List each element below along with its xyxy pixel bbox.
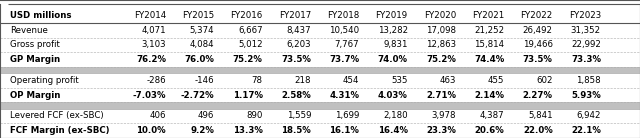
Text: FY2023: FY2023 (569, 11, 601, 20)
Text: 26,492: 26,492 (523, 26, 553, 35)
Text: 74.4%: 74.4% (474, 55, 504, 64)
Text: 2.58%: 2.58% (282, 91, 311, 100)
Text: 7,767: 7,767 (335, 40, 360, 49)
Text: 4,084: 4,084 (190, 40, 214, 49)
Text: 76.2%: 76.2% (136, 55, 166, 64)
Text: Levered FCF (ex-SBC): Levered FCF (ex-SBC) (10, 112, 104, 120)
Bar (0, 109, 640, 123)
Text: -146: -146 (195, 76, 214, 85)
Text: 2,180: 2,180 (383, 112, 408, 120)
Text: 463: 463 (440, 76, 456, 85)
Bar (0, 67, 640, 73)
Text: GP Margin: GP Margin (10, 55, 60, 64)
Text: FY2021: FY2021 (472, 11, 504, 20)
Text: Revenue: Revenue (10, 26, 48, 35)
Text: 2.27%: 2.27% (523, 91, 553, 100)
Text: 21,252: 21,252 (474, 26, 504, 35)
Text: USD millions: USD millions (10, 11, 72, 20)
Text: 8,437: 8,437 (287, 26, 311, 35)
Text: 75.2%: 75.2% (233, 55, 263, 64)
Text: 890: 890 (246, 112, 263, 120)
Text: 22.1%: 22.1% (571, 126, 601, 135)
Text: 4,387: 4,387 (480, 112, 504, 120)
Text: 18.5%: 18.5% (282, 126, 311, 135)
Text: FY2019: FY2019 (376, 11, 408, 20)
Bar (0, 103, 640, 109)
Text: -2.72%: -2.72% (180, 91, 214, 100)
Text: 1,559: 1,559 (287, 112, 311, 120)
Text: 10.0%: 10.0% (136, 126, 166, 135)
Text: 15,814: 15,814 (474, 40, 504, 49)
Text: 4,071: 4,071 (141, 26, 166, 35)
Text: 496: 496 (198, 112, 214, 120)
Text: 3,978: 3,978 (431, 112, 456, 120)
Bar (0, 73, 640, 88)
Text: FCF Margin (ex-SBC): FCF Margin (ex-SBC) (10, 126, 109, 135)
Text: FY2016: FY2016 (230, 11, 263, 20)
Text: 1,699: 1,699 (335, 112, 360, 120)
Text: 1.17%: 1.17% (233, 91, 263, 100)
Text: 5,012: 5,012 (238, 40, 263, 49)
Text: FY2022: FY2022 (520, 11, 553, 20)
Text: Gross profit: Gross profit (10, 40, 60, 49)
Text: 406: 406 (150, 112, 166, 120)
Text: OP Margin: OP Margin (10, 91, 61, 100)
Text: 2.14%: 2.14% (474, 91, 504, 100)
Bar (0, 52, 640, 67)
Text: 31,352: 31,352 (571, 26, 601, 35)
Bar (0, 8, 640, 23)
Text: FY2015: FY2015 (182, 11, 214, 20)
Text: -7.03%: -7.03% (132, 91, 166, 100)
Bar (0, 38, 640, 52)
Text: -286: -286 (147, 76, 166, 85)
Text: 13.3%: 13.3% (233, 126, 263, 135)
Bar (0, 88, 640, 103)
Text: 73.5%: 73.5% (281, 55, 311, 64)
Text: 22,992: 22,992 (571, 40, 601, 49)
Bar (0, 23, 640, 38)
Text: Operating profit: Operating profit (10, 76, 79, 85)
Text: 76.0%: 76.0% (184, 55, 214, 64)
Text: 9.2%: 9.2% (191, 126, 214, 135)
Text: 6,667: 6,667 (238, 26, 263, 35)
Text: FY2018: FY2018 (327, 11, 360, 20)
Text: 2.71%: 2.71% (426, 91, 456, 100)
Text: 455: 455 (488, 76, 504, 85)
Text: 73.3%: 73.3% (571, 55, 601, 64)
Bar (0, 123, 640, 138)
Text: 22.0%: 22.0% (523, 126, 553, 135)
Text: 4.03%: 4.03% (378, 91, 408, 100)
Text: 9,831: 9,831 (383, 40, 408, 49)
Text: 3,103: 3,103 (141, 40, 166, 49)
Text: 16.4%: 16.4% (378, 126, 408, 135)
Text: 5,841: 5,841 (528, 112, 553, 120)
Text: 6,203: 6,203 (287, 40, 311, 49)
Text: 535: 535 (391, 76, 408, 85)
Text: 23.3%: 23.3% (426, 126, 456, 135)
Text: 454: 454 (343, 76, 360, 85)
Text: 218: 218 (294, 76, 311, 85)
Text: 16.1%: 16.1% (330, 126, 360, 135)
Text: FY2020: FY2020 (424, 11, 456, 20)
Text: 12,863: 12,863 (426, 40, 456, 49)
Text: 5,374: 5,374 (190, 26, 214, 35)
Text: 5.93%: 5.93% (572, 91, 601, 100)
Text: 602: 602 (536, 76, 553, 85)
Text: 78: 78 (252, 76, 263, 85)
Text: 13,282: 13,282 (378, 26, 408, 35)
Text: 17,098: 17,098 (426, 26, 456, 35)
Text: 19,466: 19,466 (523, 40, 553, 49)
Text: 1,858: 1,858 (577, 76, 601, 85)
Text: 10,540: 10,540 (329, 26, 360, 35)
Text: 20.6%: 20.6% (475, 126, 504, 135)
Text: 73.7%: 73.7% (329, 55, 360, 64)
Text: FY2014: FY2014 (134, 11, 166, 20)
Text: FY2017: FY2017 (279, 11, 311, 20)
Text: 6,942: 6,942 (577, 112, 601, 120)
Text: 73.5%: 73.5% (523, 55, 553, 64)
Text: 74.0%: 74.0% (378, 55, 408, 64)
Text: 75.2%: 75.2% (426, 55, 456, 64)
Text: 4.31%: 4.31% (330, 91, 360, 100)
